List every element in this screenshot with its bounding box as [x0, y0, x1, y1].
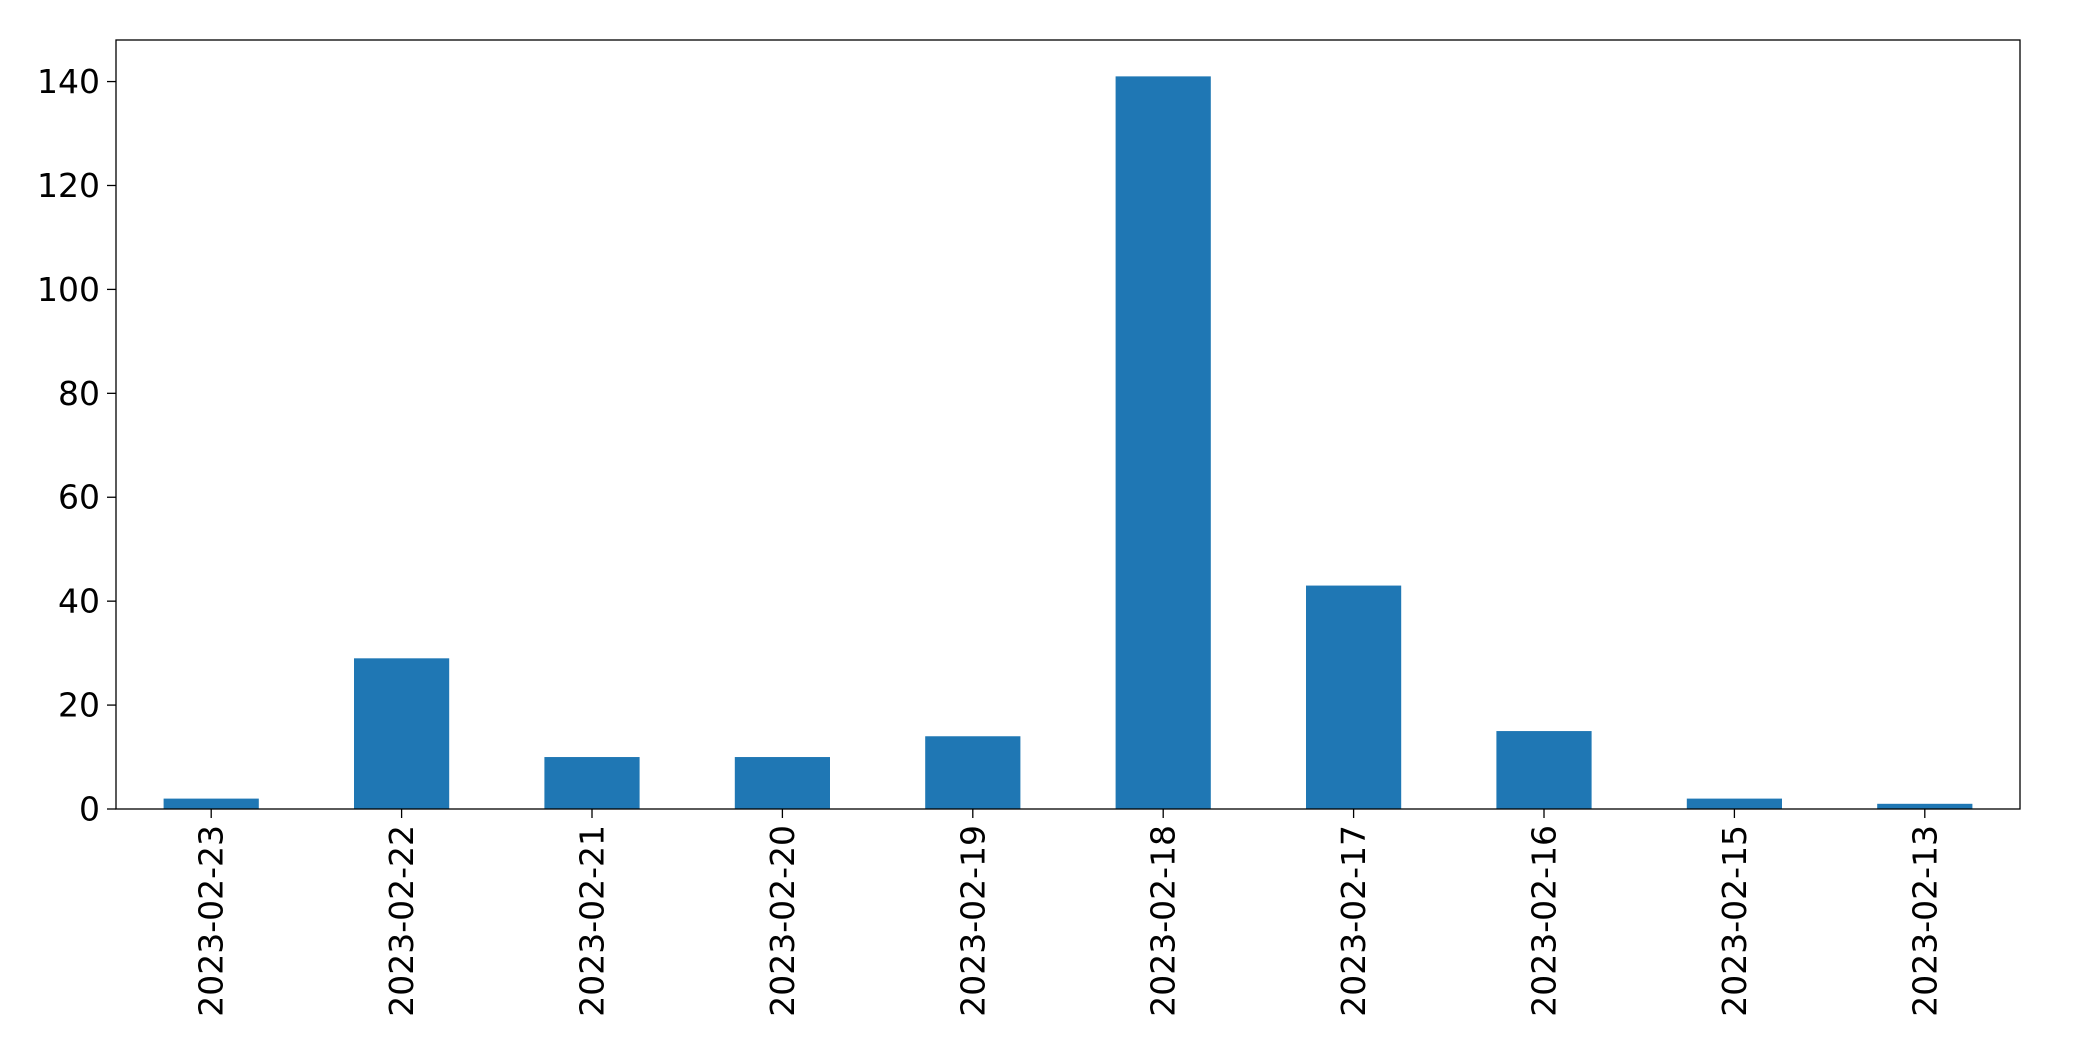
- x-tick-label: 2023-02-15: [1715, 825, 1754, 1017]
- y-axis: 0 20 40 60 80 100 120 140: [37, 62, 116, 829]
- x-tick-label: 2023-02-19: [953, 825, 992, 1017]
- y-tick-label: 0: [79, 790, 100, 829]
- y-tick-label: 140: [37, 62, 100, 101]
- bar-2023-02-16: [1496, 731, 1592, 809]
- x-tick-label: 2023-02-20: [763, 825, 802, 1017]
- y-tick-label: 100: [37, 270, 100, 309]
- bar-2023-02-21: [544, 757, 640, 809]
- bar-2023-02-23: [163, 798, 259, 809]
- x-tick-label: 2023-02-23: [192, 825, 231, 1017]
- bar-2023-02-19: [925, 736, 1021, 809]
- plot-frame: [115, 39, 2021, 810]
- bar-2023-02-15: [1686, 798, 1782, 809]
- bar-2023-02-22: [354, 658, 450, 809]
- y-tick-label: 120: [37, 166, 100, 205]
- x-tick-label: 2023-02-21: [573, 825, 612, 1017]
- y-tick-label: 40: [58, 582, 100, 621]
- x-tick-label: 2023-02-16: [1525, 825, 1564, 1017]
- bar-2023-02-20: [734, 757, 830, 809]
- x-tick-label: 2023-02-18: [1144, 825, 1183, 1017]
- x-tick-label: 2023-02-17: [1334, 825, 1373, 1017]
- bar-2023-02-18: [1115, 76, 1211, 809]
- y-tick-label: 60: [58, 478, 100, 517]
- x-tick-label: 2023-02-22: [382, 825, 421, 1017]
- bar-2023-02-13: [1877, 803, 1973, 809]
- bars-group: [163, 76, 1973, 809]
- x-axis: 2023-02-23 2023-02-22 2023-02-21 2023-02-20…: [192, 809, 1944, 1017]
- y-tick-label: 80: [58, 374, 100, 413]
- bar-2023-02-17: [1306, 585, 1402, 809]
- y-tick-label: 20: [58, 686, 100, 725]
- x-tick-label: 2023-02-13: [1905, 825, 1944, 1017]
